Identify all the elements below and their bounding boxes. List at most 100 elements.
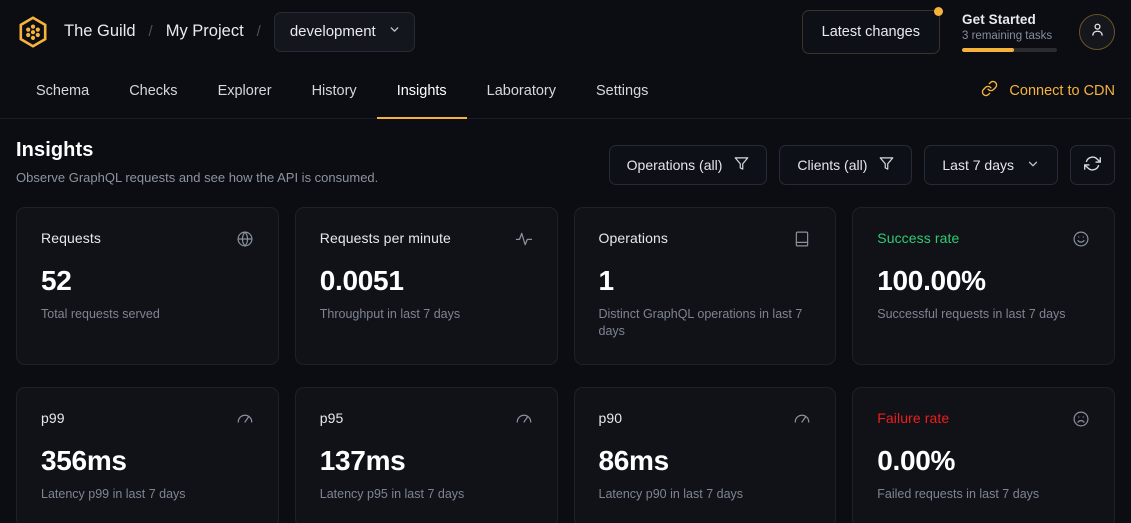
gauge-icon — [515, 410, 533, 433]
breadcrumb: The Guild / My Project / development — [64, 11, 415, 52]
insights-page: Insights Observe GraphQL requests and se… — [0, 119, 1131, 523]
metric-card-requests: Requests 52 Total requests served — [16, 207, 279, 365]
card-header: Operations — [599, 230, 812, 253]
card-value: 100.00% — [877, 265, 986, 296]
metric-card-operations: Operations 1 Distinct GraphQL operations… — [573, 207, 837, 365]
breadcrumb-project[interactable]: My Project — [165, 22, 244, 40]
card-header: Success rate — [877, 230, 1090, 253]
card-header: Requests per minute — [320, 230, 533, 253]
card-label: Requests — [41, 230, 101, 246]
card-description: Distinct GraphQL operations in last 7 da… — [598, 307, 803, 338]
breadcrumb-separator: / — [148, 23, 153, 40]
card-description: Total requests served — [41, 307, 160, 321]
card-description: Successful requests in last 7 days — [877, 307, 1066, 321]
card-value: 0.00% — [877, 444, 956, 476]
tab-checks[interactable]: Checks — [109, 64, 197, 119]
tab-history[interactable]: History — [292, 64, 377, 119]
card-value: 1 — [598, 265, 615, 296]
metrics-grid-row-2: p99 356ms Latency p99 in last 7 days p95… — [16, 386, 1115, 523]
tab-laboratory[interactable]: Laboratory — [467, 64, 576, 119]
page-header-text: Insights Observe GraphQL requests and se… — [16, 139, 378, 185]
metric-card-requests-per-minute: Requests per minute 0.0051 Throughput in… — [294, 207, 558, 365]
metric-card-p95: p95 137ms Latency p95 in last 7 days — [294, 386, 558, 523]
top-bar: The Guild / My Project / development Lat… — [0, 0, 1131, 63]
filter-icon — [879, 156, 894, 174]
card-description: Latency p90 in last 7 days — [598, 486, 744, 501]
link-icon — [981, 80, 998, 101]
tab-label: Settings — [596, 82, 649, 99]
notification-dot — [934, 6, 943, 16]
page-title: Insights — [16, 139, 94, 161]
avatar[interactable] — [1079, 13, 1115, 50]
tab-label: Checks — [129, 82, 178, 99]
card-description: Failed requests in last 7 days — [877, 486, 1040, 501]
guild-hexagon-logo-icon[interactable] — [16, 15, 50, 49]
get-started-subtitle: 3 remaining tasks — [962, 29, 1053, 42]
tab-label: Laboratory — [486, 82, 556, 99]
card-label: p90 — [598, 409, 623, 426]
card-label: Failure rate — [877, 409, 950, 426]
card-description: Latency p95 in last 7 days — [319, 486, 465, 501]
card-label: p95 — [319, 409, 344, 426]
breadcrumb-separator: / — [256, 23, 261, 40]
breadcrumb-org[interactable]: The Guild — [64, 22, 136, 40]
card-header: Failure rate — [877, 410, 1090, 433]
card-value: 86ms — [598, 444, 670, 476]
refresh-button[interactable] — [1070, 145, 1115, 185]
target-select[interactable]: development — [273, 11, 415, 52]
tab-settings[interactable]: Settings — [576, 64, 668, 119]
latest-changes-button[interactable]: Latest changes — [801, 6, 943, 54]
chevron-down-icon — [1026, 157, 1040, 174]
tab-insights[interactable]: Insights — [376, 64, 467, 119]
get-started-widget[interactable]: Get Started 3 remaining tasks — [962, 12, 1057, 52]
connect-to-cdn-label: Connect to CDN — [1009, 82, 1115, 99]
page-subtitle: Observe GraphQL requests and see how the… — [16, 170, 379, 185]
gauge-icon — [236, 410, 254, 433]
card-header: p99 — [41, 410, 254, 433]
date-range-label: Last 7 days — [942, 157, 1014, 173]
tab-label: History — [311, 82, 357, 99]
tab-label: Explorer — [217, 82, 272, 99]
metric-card-failure-rate: Failure rate 0.00% Failed requests in la… — [852, 386, 1115, 523]
metric-card-p99: p99 356ms Latency p99 in last 7 days — [16, 386, 279, 523]
date-range-button[interactable]: Last 7 days — [924, 145, 1058, 185]
card-description: Latency p99 in last 7 days — [41, 486, 186, 501]
metric-card-success-rate: Success rate 100.00% Successful requests… — [852, 207, 1115, 365]
tab-explorer[interactable]: Explorer — [198, 64, 292, 119]
card-header: p95 — [320, 410, 533, 433]
operations-filter-button[interactable]: Operations (all) — [608, 145, 768, 185]
user-icon — [1089, 21, 1106, 43]
smile-icon — [1072, 230, 1090, 253]
refresh-icon — [1084, 155, 1101, 175]
tab-schema[interactable]: Schema — [16, 64, 109, 119]
card-header: p90 — [599, 410, 812, 433]
activity-icon — [515, 230, 533, 253]
top-bar-actions: Latest changes Get Started 3 remaining t… — [801, 6, 1115, 54]
get-started-progress-bar — [962, 47, 1057, 52]
target-select-label: development — [289, 23, 376, 40]
gauge-icon — [793, 410, 811, 433]
card-value: 356ms — [41, 444, 127, 476]
page-header: Insights Observe GraphQL requests and se… — [16, 139, 1115, 185]
card-value: 0.0051 — [319, 265, 404, 296]
filter-toolbar: Operations (all) Clients (all) Last 7 da… — [608, 139, 1115, 185]
connect-to-cdn-link[interactable]: Connect to CDN — [981, 63, 1115, 118]
chevron-down-icon — [388, 23, 401, 41]
metric-card-p90: p90 86ms Latency p90 in last 7 days — [573, 386, 837, 523]
get-started-title: Get Started — [962, 11, 1036, 27]
card-description: Throughput in last 7 days — [319, 307, 461, 321]
metrics-grid-row-1: Requests 52 Total requests served Reques… — [16, 207, 1115, 365]
filter-icon — [734, 156, 749, 174]
clients-filter-label: Clients (all) — [797, 157, 868, 173]
card-label: Success rate — [877, 230, 960, 246]
tab-label: Schema — [36, 82, 90, 99]
get-started-progress-fill — [962, 47, 1015, 52]
card-value: 137ms — [319, 444, 406, 476]
book-icon — [793, 230, 811, 253]
latest-changes-label: Latest changes — [821, 23, 920, 40]
tab-label: Insights — [396, 82, 447, 99]
card-value: 52 — [41, 265, 72, 296]
nav-tabs: Schema Checks Explorer History Insights … — [16, 63, 668, 119]
card-label: Requests per minute — [319, 230, 451, 246]
clients-filter-button[interactable]: Clients (all) — [779, 145, 913, 185]
